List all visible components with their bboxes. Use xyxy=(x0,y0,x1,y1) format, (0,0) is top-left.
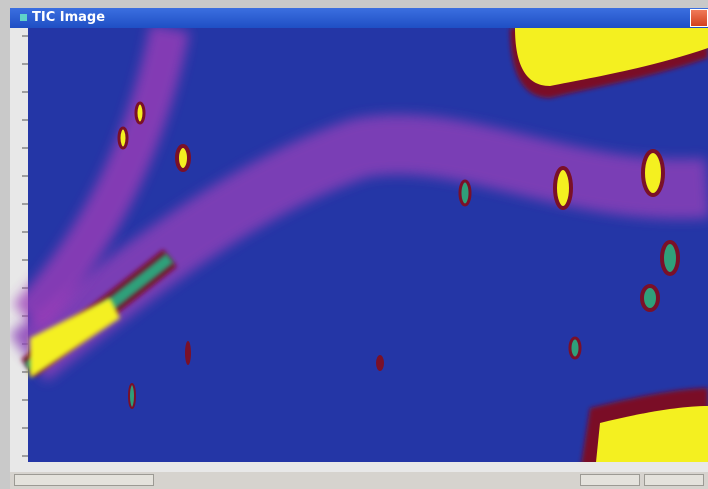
heatmap xyxy=(28,28,708,472)
left-ruler xyxy=(10,28,28,472)
status-cell xyxy=(580,474,640,486)
status-cell xyxy=(14,474,154,486)
window-icon xyxy=(20,14,27,21)
window-title: TIC Image xyxy=(32,10,105,25)
status-bar xyxy=(10,472,708,489)
bottom-ruler xyxy=(28,462,708,472)
close-button[interactable] xyxy=(690,9,708,27)
status-cell xyxy=(644,474,704,486)
app-window: TIC Image xyxy=(0,0,708,489)
title-bar: TIC Image xyxy=(10,8,708,28)
tic-image xyxy=(10,28,708,472)
